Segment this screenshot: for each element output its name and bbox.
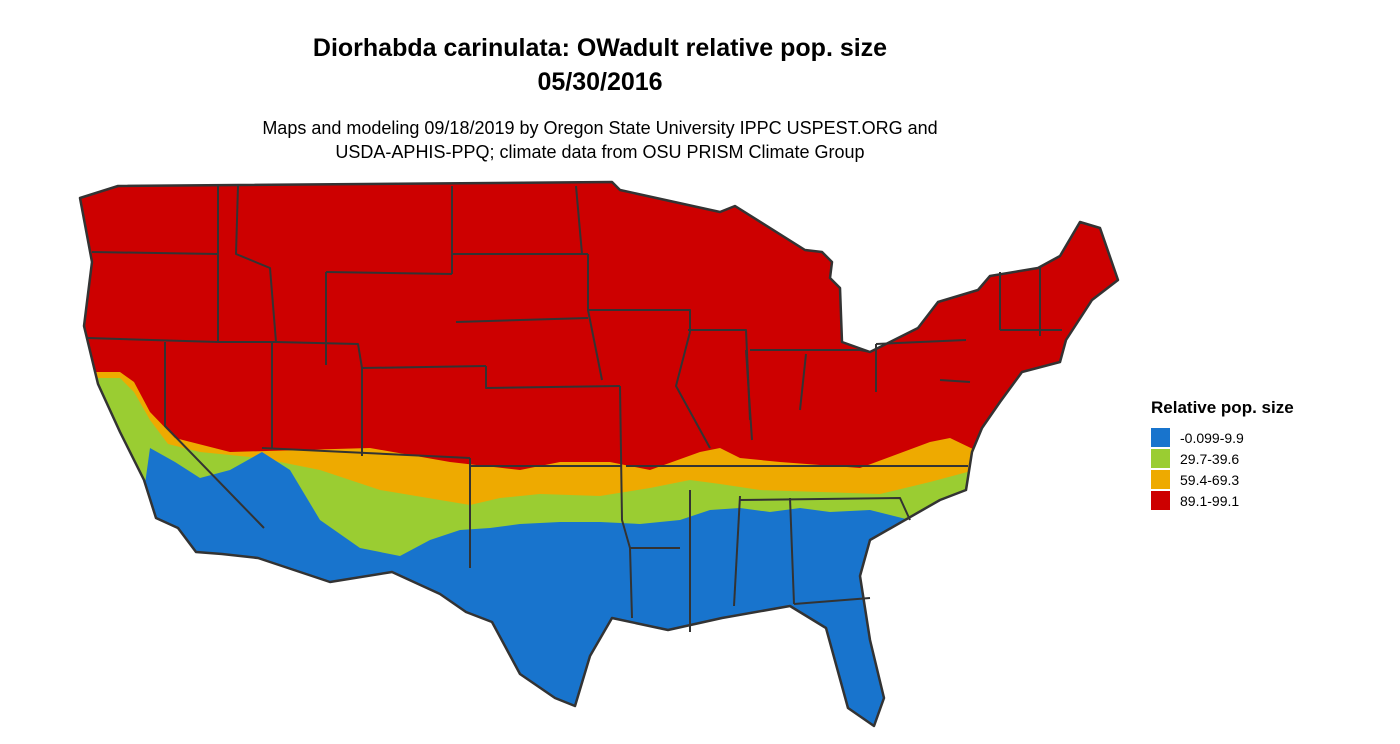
legend-label: 59.4-69.3 <box>1180 471 1240 488</box>
credit-line-2: USDA-APHIS-PPQ; climate data from OSU PR… <box>335 142 865 162</box>
legend-item: 59.4-69.3 <box>1151 469 1294 490</box>
legend: Relative pop. size -0.099-9.9 29.7-39.6 … <box>1151 398 1294 511</box>
legend-item: 89.1-99.1 <box>1151 490 1294 511</box>
legend-swatch-mid-low <box>1151 449 1170 468</box>
legend-label: 89.1-99.1 <box>1180 492 1240 509</box>
legend-swatch-low <box>1151 428 1170 447</box>
map-title: Diorhabda carinulata: OWadult relative p… <box>312 34 888 62</box>
map-date: 05/30/2016 <box>537 68 663 96</box>
legend-swatch-high <box>1151 491 1170 510</box>
legend-swatch-mid-high <box>1151 470 1170 489</box>
relative-population-fill <box>80 182 1118 726</box>
legend-label: -0.099-9.9 <box>1180 429 1244 446</box>
state-borders <box>78 180 1120 728</box>
legend-item: 29.7-39.6 <box>1151 448 1294 469</box>
legend-title: Relative pop. size <box>1151 398 1294 417</box>
legend-item: -0.099-9.9 <box>1151 427 1294 448</box>
credit-line-1: Maps and modeling 09/18/2019 by Oregon S… <box>262 118 938 138</box>
legend-label: 29.7-39.6 <box>1180 450 1240 467</box>
